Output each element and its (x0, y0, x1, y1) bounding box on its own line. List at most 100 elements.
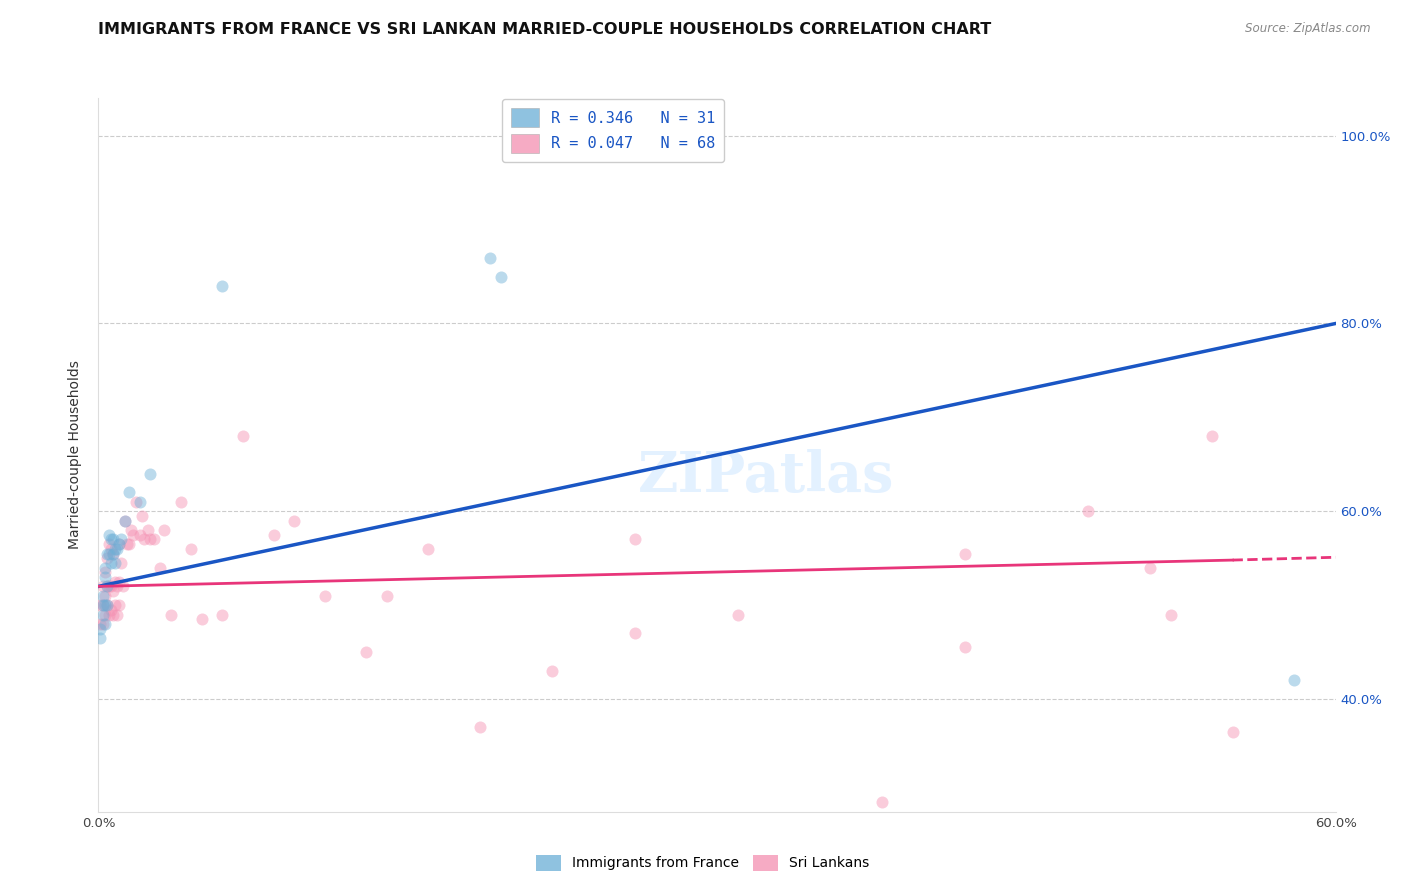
Point (1160, 607, 1182, 622)
Point (479, 251, 502, 265)
Point (122, 527, 145, 541)
Point (93, 607, 115, 622)
Point (93, 589, 115, 603)
Point (104, 541, 127, 556)
Point (489, 269, 512, 284)
Point (97, 579, 120, 593)
Point (190, 612, 212, 626)
Y-axis label: Married-couple Households: Married-couple Households (69, 360, 83, 549)
Point (149, 560, 172, 574)
Point (91, 598, 114, 612)
Point (91, 616, 114, 631)
Point (101, 547, 124, 561)
Point (1284, 673, 1306, 688)
Point (153, 523, 176, 537)
Point (101, 533, 124, 547)
Point (541, 664, 564, 678)
Point (91, 607, 114, 622)
Point (314, 589, 336, 603)
Point (112, 579, 135, 593)
Text: Source: ZipAtlas.com: Source: ZipAtlas.com (1246, 22, 1371, 36)
Point (468, 720, 491, 734)
Point (93, 570, 115, 584)
Point (105, 541, 128, 556)
Point (117, 537, 139, 551)
Point (100, 541, 122, 556)
Point (356, 645, 378, 659)
Point (132, 533, 155, 547)
Point (96, 598, 118, 612)
Point (118, 485, 141, 500)
Point (104, 556, 127, 570)
Point (97, 547, 120, 561)
Legend: R = 0.346   N = 31, R = 0.047   N = 68: R = 0.346 N = 31, R = 0.047 N = 68 (502, 99, 724, 162)
Point (727, 607, 749, 622)
Point (100, 556, 122, 570)
Point (96, 579, 118, 593)
Point (1139, 560, 1161, 574)
Point (120, 523, 142, 537)
Point (180, 541, 202, 556)
Point (170, 495, 193, 509)
Point (110, 556, 132, 570)
Point (91, 589, 114, 603)
Point (91, 579, 114, 593)
Point (104, 574, 127, 589)
Point (89, 622, 111, 636)
Point (211, 279, 233, 293)
Point (1222, 725, 1244, 739)
Point (139, 533, 162, 547)
Point (93, 616, 115, 631)
Point (96, 598, 118, 612)
Point (97, 607, 120, 622)
Point (232, 429, 254, 443)
Point (96, 551, 118, 566)
Point (870, 795, 893, 809)
Point (623, 626, 645, 640)
Point (108, 537, 131, 551)
Point (418, 541, 440, 556)
Point (105, 579, 128, 593)
Point (136, 523, 159, 537)
Point (96, 579, 118, 593)
Point (91, 598, 114, 612)
Point (105, 607, 128, 622)
Point (283, 514, 305, 528)
Point (110, 533, 132, 547)
Text: IMMIGRANTS FROM FRANCE VS SRI LANKAN MARRIED-COUPLE HOUSEHOLDS CORRELATION CHART: IMMIGRANTS FROM FRANCE VS SRI LANKAN MAR… (98, 22, 991, 37)
Point (101, 547, 124, 561)
Point (100, 603, 122, 617)
Point (623, 533, 645, 547)
Point (97, 537, 120, 551)
Point (101, 584, 124, 599)
Point (104, 598, 127, 612)
Point (100, 533, 122, 547)
Point (375, 589, 398, 603)
Text: ZIPatlas: ZIPatlas (638, 449, 894, 504)
Point (1077, 504, 1099, 518)
Point (953, 640, 976, 655)
Point (211, 607, 233, 622)
Point (124, 495, 146, 509)
Point (101, 607, 124, 622)
Point (108, 574, 131, 589)
Point (89, 616, 111, 631)
Point (263, 527, 285, 541)
Point (1201, 429, 1223, 443)
Point (89, 598, 111, 612)
Point (96, 547, 118, 561)
Point (108, 598, 131, 612)
Point (131, 508, 153, 523)
Point (93, 598, 115, 612)
Point (89, 631, 111, 645)
Point (114, 514, 136, 528)
Point (93, 560, 115, 574)
Point (118, 537, 141, 551)
Legend: Immigrants from France, Sri Lankans: Immigrants from France, Sri Lankans (530, 849, 876, 876)
Point (93, 566, 115, 580)
Point (114, 514, 136, 528)
Point (97, 527, 120, 541)
Point (108, 537, 131, 551)
Point (143, 533, 166, 547)
Point (139, 467, 162, 481)
